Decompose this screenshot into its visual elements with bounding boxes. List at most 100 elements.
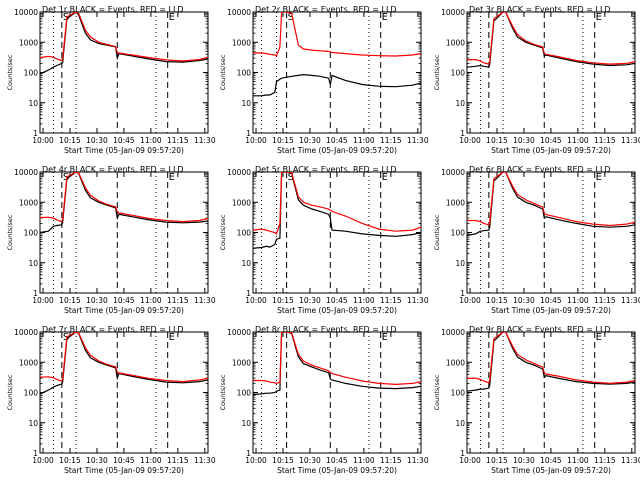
time-marker-label: E <box>382 12 388 23</box>
lld-series-line <box>253 12 421 57</box>
y-axis-label: Counts/sec <box>433 214 441 250</box>
x-axis-label: Start Time (05-Jan-09 09:57:20) <box>64 146 184 155</box>
y-tick-label: 10 <box>28 419 38 428</box>
time-marker-label: S <box>288 172 294 183</box>
x-tick-label: 11:15 <box>594 456 616 465</box>
chart-title: Det 7r BLACK = Events, RED = LLD <box>42 325 184 334</box>
y-tick-label: 100 <box>451 389 466 398</box>
x-tick-label: 10:45 <box>540 296 562 305</box>
y-tick-label: 10 <box>28 99 38 108</box>
x-tick-label: 11:15 <box>380 296 402 305</box>
y-tick-label: 10000 <box>14 168 38 177</box>
x-tick-label: 10:45 <box>113 456 135 465</box>
x-tick-label: 10:45 <box>540 456 562 465</box>
y-tick-label: 10 <box>455 259 465 268</box>
lld-series-line <box>467 332 635 385</box>
events-series-line <box>467 172 635 236</box>
plot-frame <box>252 171 422 294</box>
x-tick-label: 11:15 <box>167 456 189 465</box>
y-tick-label: 10 <box>28 259 38 268</box>
time-marker-label: E <box>596 172 602 183</box>
panel-det-3: 1 10 100 1000 10000 10:00 10:15 10:30 10:45 11:00… <box>433 5 640 155</box>
y-tick-label: 10 <box>455 99 465 108</box>
lld-series-line <box>40 332 208 383</box>
y-axis-label: Counts/sec <box>6 54 14 90</box>
x-tick-label: 11:00 <box>353 296 375 305</box>
x-axis-label: Start Time (05-Jan-09 09:57:20) <box>64 306 184 315</box>
x-tick-label: 10:15 <box>486 296 508 305</box>
x-tick-label: 10:00 <box>459 136 481 145</box>
y-tick-label: 10000 <box>14 8 38 17</box>
y-tick-label: 10000 <box>227 8 251 17</box>
panel-det-5: 1 10 100 1000 10000 10:00 10:15 10:30 10:45 11:00… <box>219 165 429 315</box>
x-tick-label: 11:30 <box>194 136 216 145</box>
time-marker-label: E <box>596 332 602 343</box>
x-tick-label: 10:45 <box>540 136 562 145</box>
x-tick-label: 10:00 <box>459 296 481 305</box>
x-axis-label: Start Time (05-Jan-09 09:57:20) <box>491 466 611 475</box>
lld-series-line <box>253 332 421 386</box>
x-tick-label: 11:00 <box>567 136 589 145</box>
y-tick-label: 1 <box>246 129 251 138</box>
y-tick-label: 100 <box>237 229 252 238</box>
chart-title: Det 4r BLACK = Events, RED = LLD <box>42 165 184 174</box>
x-tick-label: 10:00 <box>459 456 481 465</box>
panel-det-1: 1 10 100 1000 10000 10:00 10:15 10:30 10:45 11:00… <box>6 5 216 155</box>
x-tick-label: 10:30 <box>513 136 535 145</box>
x-axis-label: Start Time (05-Jan-09 09:57:20) <box>491 146 611 155</box>
lld-series-line <box>467 172 635 227</box>
time-marker-label: E <box>596 12 602 23</box>
time-marker-label: E <box>169 172 175 183</box>
chart-title: Det 5r BLACK = Events, RED = LLD <box>255 165 397 174</box>
panel-det-2: 1 10 100 1000 10000 10:00 10:15 10:30 10:45 11:00… <box>219 5 429 155</box>
panel-det-4: 1 10 100 1000 10000 10:00 10:15 10:30 10:45 11:00… <box>6 165 216 315</box>
x-tick-label: 10:30 <box>86 456 108 465</box>
x-tick-label: 10:30 <box>299 296 321 305</box>
x-tick-label: 10:00 <box>32 456 54 465</box>
x-tick-label: 11:00 <box>140 136 162 145</box>
y-axis-label: Counts/sec <box>219 374 227 410</box>
x-tick-label: 11:30 <box>407 296 429 305</box>
chart-title: Det 8r BLACK = Events, RED = LLD <box>255 325 397 334</box>
x-tick-label: 11:30 <box>407 456 429 465</box>
y-tick-label: 1 <box>460 129 465 138</box>
x-tick-label: 11:30 <box>194 296 216 305</box>
y-tick-label: 10000 <box>14 328 38 337</box>
y-axis-label: Counts/sec <box>6 374 14 410</box>
y-tick-label: 10000 <box>441 168 465 177</box>
x-tick-label: 11:15 <box>594 136 616 145</box>
y-tick-label: 1000 <box>19 358 38 367</box>
events-series-line <box>40 332 208 395</box>
x-tick-label: 10:00 <box>245 456 267 465</box>
x-tick-label: 11:30 <box>194 456 216 465</box>
x-tick-label: 11:00 <box>353 136 375 145</box>
events-series-line <box>467 12 635 68</box>
x-tick-label: 10:30 <box>86 136 108 145</box>
y-tick-label: 1 <box>33 129 38 138</box>
events-series-line <box>253 332 421 396</box>
x-tick-label: 10:15 <box>486 456 508 465</box>
events-series-line <box>467 332 635 392</box>
x-tick-label: 10:15 <box>272 456 294 465</box>
y-tick-label: 10 <box>241 259 251 268</box>
y-tick-label: 10000 <box>441 328 465 337</box>
chart-title: Det 9r BLACK = Events, RED = LLD <box>469 325 611 334</box>
x-tick-label: 10:45 <box>326 296 348 305</box>
events-series-line <box>253 73 421 97</box>
time-marker-label: S <box>63 332 69 343</box>
panel-det-8: 1 10 100 1000 10000 10:00 10:15 10:30 10:45 11:00… <box>219 325 429 475</box>
y-tick-label: 1000 <box>446 358 465 367</box>
x-tick-label: 11:00 <box>140 456 162 465</box>
chart-title: Det 6r BLACK = Events, RED = LLD <box>469 165 611 174</box>
y-tick-label: 10 <box>241 419 251 428</box>
x-tick-label: 10:30 <box>299 456 321 465</box>
y-tick-label: 1000 <box>19 38 38 47</box>
y-tick-label: 100 <box>451 229 466 238</box>
y-tick-label: 1000 <box>19 198 38 207</box>
x-tick-label: 10:00 <box>32 296 54 305</box>
plot-frame <box>252 11 422 134</box>
x-tick-label: 11:00 <box>567 296 589 305</box>
y-tick-label: 100 <box>24 229 39 238</box>
x-tick-label: 10:15 <box>272 296 294 305</box>
